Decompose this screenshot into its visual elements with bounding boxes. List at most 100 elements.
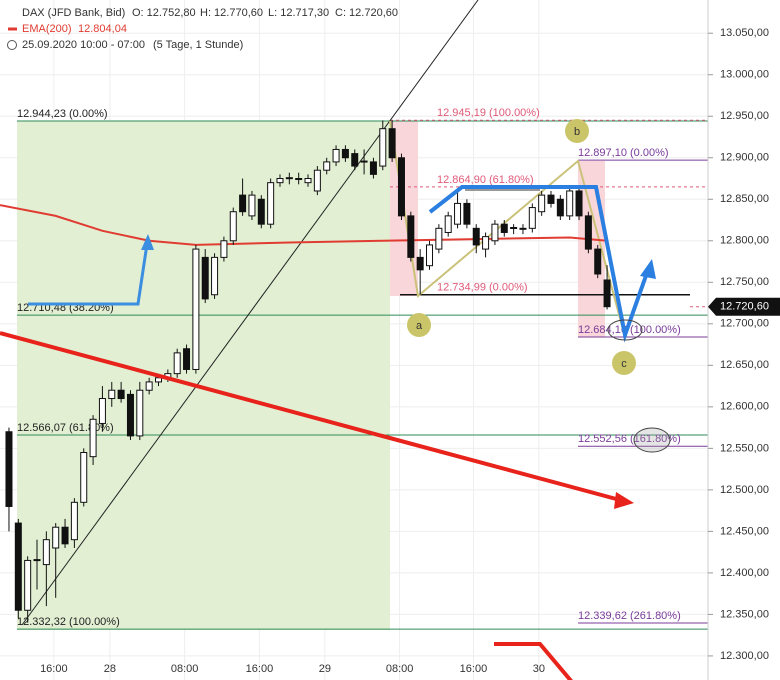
candle-body xyxy=(267,182,275,225)
y-tick-label: 12.600,00 xyxy=(720,401,769,413)
candle-body xyxy=(538,194,546,213)
candle-body xyxy=(491,223,499,242)
fib-label: 12.552,56 (161.80%) xyxy=(578,433,681,445)
fib-label: 12.864,90 (61.80%) xyxy=(437,174,534,186)
ohlc-high: H: 12.770,60 xyxy=(200,7,263,19)
candle-body xyxy=(108,389,116,400)
x-tick-label: 28 xyxy=(104,663,116,675)
blue-arrow xyxy=(428,185,650,343)
candle-body xyxy=(360,160,368,163)
candle-body xyxy=(444,215,452,233)
y-tick-label: 12.800,00 xyxy=(720,235,769,247)
candle-body xyxy=(528,207,536,229)
fib-label: 12.944,23 (0.00%) xyxy=(17,108,108,120)
fib-lines: 12.944,23 (0.00%)12.710,48 (38.20%)12.56… xyxy=(17,107,708,630)
y-tick-label: 12.650,00 xyxy=(720,359,769,371)
candle-body xyxy=(192,248,200,370)
candle-body xyxy=(435,227,443,250)
candle-body xyxy=(42,539,50,566)
candle-body xyxy=(80,452,88,503)
candle-body xyxy=(547,194,555,204)
fib-label: 12.339,62 (261.80%) xyxy=(578,610,681,622)
axes: 12.300,00 12.350,00 12.400,00 12.450,00 12.5… xyxy=(40,27,780,675)
y-tick-label: 12.300,00 xyxy=(720,650,769,662)
fib-label: 12.945,19 (100.00%) xyxy=(437,107,540,119)
candle-body xyxy=(463,202,471,225)
arrowhead xyxy=(141,234,154,250)
candle-body xyxy=(519,227,527,230)
candle-body xyxy=(407,215,415,258)
candle-body xyxy=(229,211,237,242)
period: 25.09.2020 10:00 - 07:00 xyxy=(22,39,145,51)
candle-body xyxy=(154,377,162,383)
red-trend xyxy=(0,331,621,502)
indicator-name: EMA(200) xyxy=(22,23,72,35)
candle-body xyxy=(379,128,387,167)
candle-body xyxy=(416,256,424,271)
candle-body xyxy=(117,389,125,400)
ohlc-open: O: 12.752,80 xyxy=(132,7,196,19)
candle-body xyxy=(351,153,359,167)
wave-marker xyxy=(407,313,431,337)
target-ellipse xyxy=(633,427,671,453)
y-tick-label: 12.550,00 xyxy=(720,442,769,454)
x-tick-label: 08:00 xyxy=(171,663,199,675)
candle-body xyxy=(5,431,13,507)
candle-body xyxy=(482,236,490,250)
candle-body xyxy=(173,352,181,375)
fib-label: 12.684,16 (100.00%) xyxy=(578,324,681,336)
fib-label: 12.566,07 (61.80%) xyxy=(17,422,114,434)
candle-body xyxy=(14,522,22,611)
wave-label: c xyxy=(621,358,627,370)
candle-body xyxy=(276,178,284,184)
candle-body xyxy=(61,526,69,545)
candle-body xyxy=(98,398,106,424)
x-tick-label: 16:00 xyxy=(40,663,68,675)
candle-body xyxy=(257,198,265,225)
y-tick-label: 12.900,00 xyxy=(720,152,769,164)
red-trend xyxy=(494,642,573,680)
candle-body xyxy=(510,226,518,229)
candle-body xyxy=(70,501,78,541)
candle-body xyxy=(285,177,293,180)
ohlc-close: C: 12.720,60 xyxy=(335,7,398,19)
candle-body xyxy=(126,393,134,437)
fib-label: 12.332,32 (100.00%) xyxy=(17,616,120,628)
clock-icon xyxy=(7,40,17,50)
y-axis-area xyxy=(708,0,780,680)
ema-line xyxy=(0,204,608,246)
wave-marker xyxy=(612,351,636,375)
x-tick-label: 16:00 xyxy=(460,663,488,675)
candle-body xyxy=(248,194,256,217)
period-note: (5 Tage, 1 Stunde) xyxy=(153,39,243,51)
candle-body xyxy=(304,178,312,184)
fib-label: 12.897,10 (0.00%) xyxy=(578,147,669,159)
y-tick-label: 12.950,00 xyxy=(720,110,769,122)
y-tick-label: 13.050,00 xyxy=(720,27,769,39)
candle-body xyxy=(295,178,303,181)
candle-body xyxy=(603,279,611,308)
candle-body xyxy=(239,194,247,213)
x-tick-label: 29 xyxy=(319,663,331,675)
y-tick-label: 12.350,00 xyxy=(720,608,769,620)
candle-body xyxy=(201,256,209,300)
y-tick-label: 12.850,00 xyxy=(720,193,769,205)
candle-body xyxy=(388,128,396,159)
y-tick-label: 12.750,00 xyxy=(720,276,769,288)
candle-body xyxy=(211,256,219,296)
candle-body xyxy=(575,190,583,217)
candle-body xyxy=(89,418,97,458)
candle-body xyxy=(594,248,602,275)
candle-body xyxy=(145,381,153,391)
candle-body xyxy=(426,244,434,267)
candle-body xyxy=(52,526,60,549)
candle-body xyxy=(341,148,349,159)
instrument: DAX (JFD Bank, Bid) xyxy=(22,7,125,19)
candle-body xyxy=(584,215,592,250)
fib-label: 12.734,99 (0.00%) xyxy=(437,282,528,294)
y-tick-label: 12.500,00 xyxy=(720,484,769,496)
candle-body xyxy=(500,223,508,233)
candle-body xyxy=(24,559,32,611)
arrowhead xyxy=(614,492,634,509)
candle-body xyxy=(136,389,144,437)
